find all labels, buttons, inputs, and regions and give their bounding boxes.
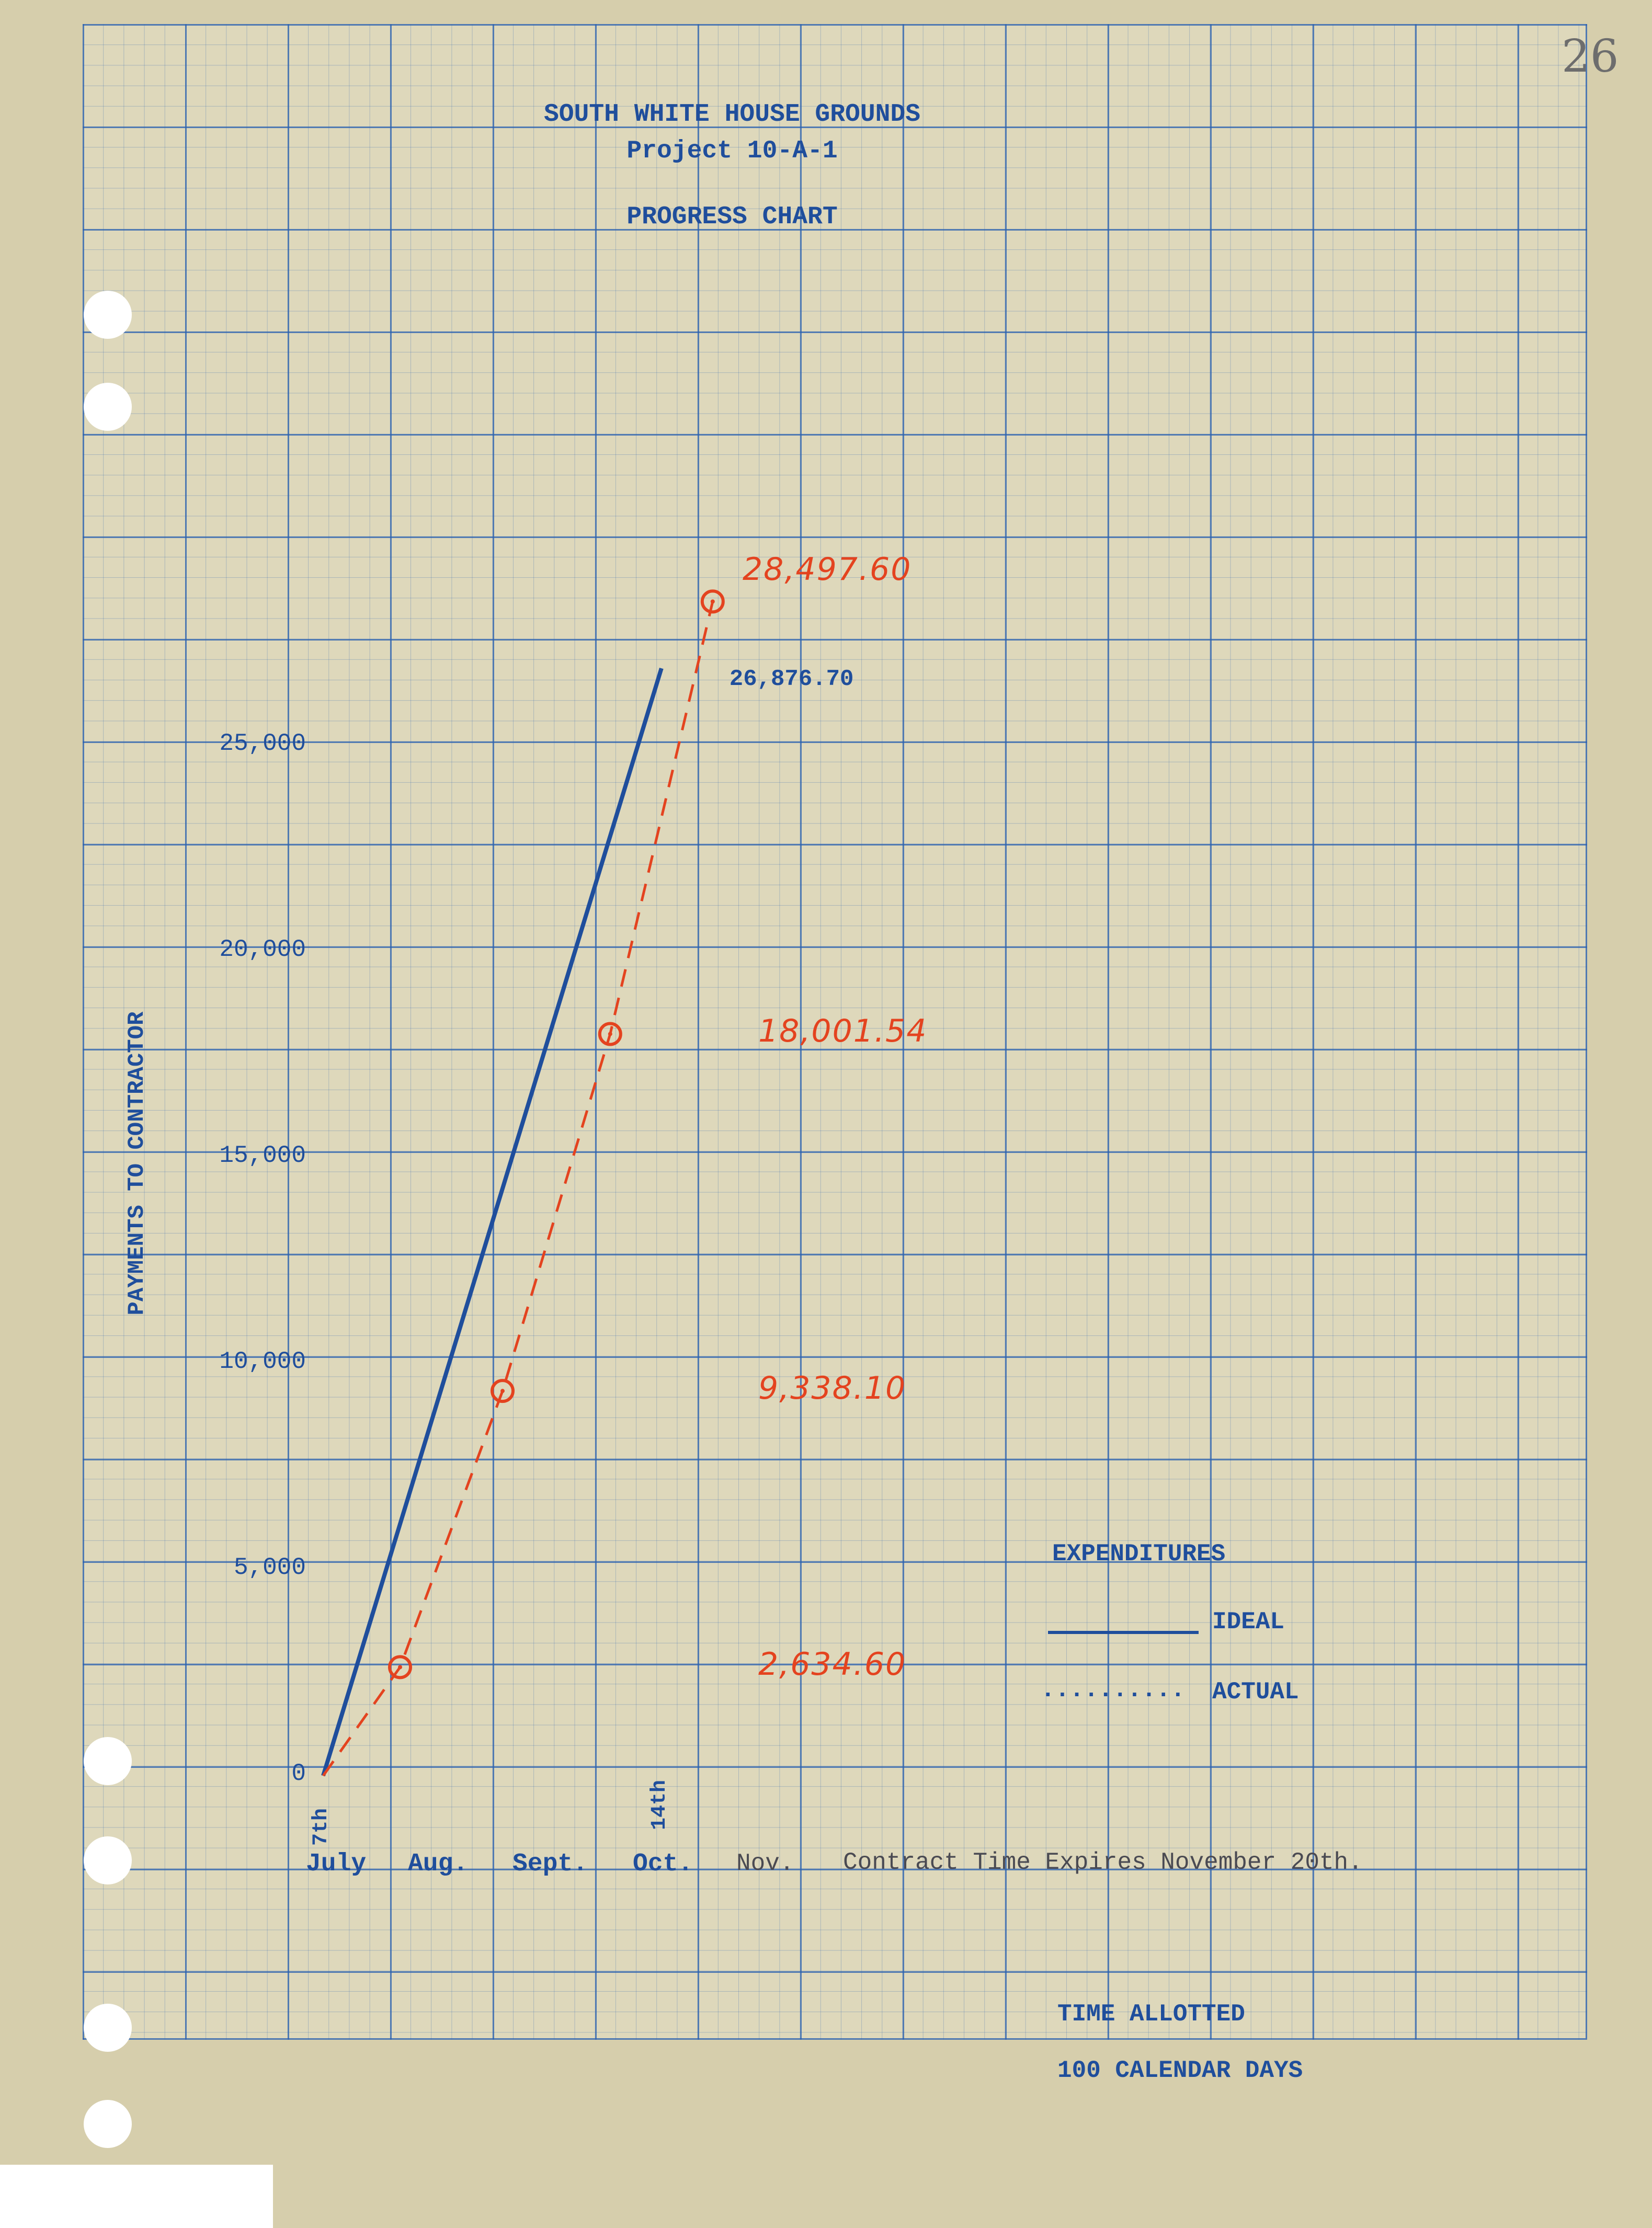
x-day-label: 14th xyxy=(647,1779,671,1830)
actual-data-point xyxy=(700,589,725,614)
chart-title-line3: PROGRESS CHART xyxy=(626,203,838,231)
x-day-label: 7th xyxy=(310,1808,333,1846)
x-month-label: Sept. xyxy=(512,1850,588,1878)
time-allotted-label: TIME ALLOTTED xyxy=(1057,2001,1245,2028)
y-tick-label: 0 xyxy=(291,1760,306,1787)
actual-data-point-center xyxy=(710,599,715,604)
x-month-label: Aug. xyxy=(408,1850,469,1878)
contract-time-note: Contract Time Expires November 20th. xyxy=(843,1849,1363,1876)
x-month-label: July xyxy=(306,1850,367,1878)
actual-data-point-center xyxy=(608,1032,612,1036)
actual-data-point xyxy=(491,1379,515,1403)
legend-actual-sample: .......... xyxy=(1041,1676,1186,1704)
actual-value-label: 9,338.10 xyxy=(758,1370,907,1407)
y-tick-label: 10,000 xyxy=(219,1348,306,1375)
actual-data-point xyxy=(388,1655,412,1679)
binder-hole xyxy=(84,2100,132,2148)
y-tick-label: 25,000 xyxy=(219,730,306,757)
actual-data-point xyxy=(598,1022,622,1046)
time-allotted-days: 100 CALENDAR DAYS xyxy=(1057,2057,1303,2084)
page-number: 26 xyxy=(1562,30,1619,83)
binder-hole xyxy=(84,1836,132,1884)
y-tick-label: 20,000 xyxy=(219,936,306,963)
series-line-ideal xyxy=(321,667,664,1777)
legend-ideal-label: IDEAL xyxy=(1212,1608,1285,1636)
actual-data-point-center xyxy=(398,1665,402,1670)
x-month-label: Nov. xyxy=(736,1850,794,1877)
series-line-actual xyxy=(322,601,714,1777)
binder-hole xyxy=(84,383,132,431)
binder-hole xyxy=(84,291,132,339)
binder-hole xyxy=(84,2004,132,2052)
actual-value-label: 18,001.54 xyxy=(758,1013,928,1050)
graph-paper-sheet xyxy=(83,24,1587,2040)
ideal-end-value-label: 26,876.70 xyxy=(729,666,854,693)
actual-value-label: 28,497.60 xyxy=(743,551,912,588)
chart-title-line1: SOUTH WHITE HOUSE GROUNDS xyxy=(543,100,921,129)
torn-corner xyxy=(0,2165,273,2228)
actual-value-label: 2,634.60 xyxy=(758,1646,907,1683)
chart-title-line2: Project 10-A-1 xyxy=(626,137,838,165)
binder-hole xyxy=(84,1737,132,1785)
actual-data-point-center xyxy=(500,1389,505,1393)
y-tick-label: 15,000 xyxy=(219,1142,306,1169)
legend-title: EXPENDITURES xyxy=(1052,1540,1226,1568)
y-tick-label: 5,000 xyxy=(233,1554,306,1581)
legend-actual-label: ACTUAL xyxy=(1212,1678,1299,1706)
legend-ideal-swatch xyxy=(1048,1631,1199,1634)
x-month-label: Oct. xyxy=(633,1850,693,1878)
